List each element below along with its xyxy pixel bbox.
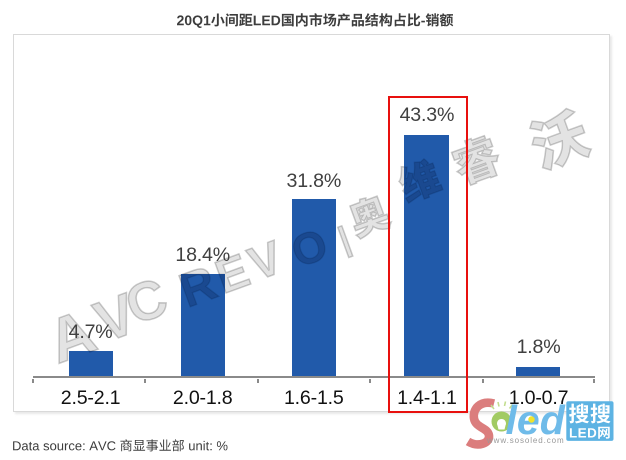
svg-text:led: led [506, 397, 566, 443]
svg-text:www.sosoled.com: www.sosoled.com [486, 436, 565, 445]
